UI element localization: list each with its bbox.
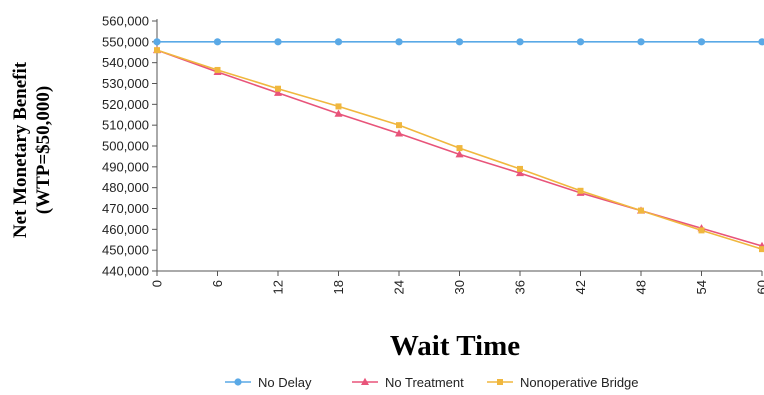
legend-swatch-marker — [497, 379, 503, 385]
data-point — [698, 227, 705, 234]
x-tick-label: 48 — [634, 280, 649, 294]
x-tick-label: 60 — [755, 280, 764, 294]
y-tick-label: 460,000 — [102, 222, 149, 237]
x-tick-label: 6 — [210, 280, 225, 287]
data-point — [396, 122, 402, 129]
y-tick-label: 490,000 — [102, 159, 149, 174]
y-axis-label-line-1: Net Monetary Benefit — [10, 61, 31, 238]
data-point — [576, 38, 585, 46]
data-point — [274, 88, 282, 96]
y-tick-label: 510,000 — [102, 118, 149, 133]
data-point — [577, 187, 584, 194]
x-tick-label: 36 — [513, 280, 528, 294]
y-tick-label: 550,000 — [102, 34, 149, 49]
data-point — [516, 168, 524, 177]
legend: No Delay No Treatment Nonoperative Bridge — [225, 375, 639, 390]
y-tick-label: 520,000 — [102, 97, 149, 112]
data-point — [213, 38, 222, 46]
data-point — [154, 47, 160, 54]
data-point — [214, 66, 221, 73]
legend-item: No Delay — [225, 375, 312, 390]
y-tick-label: 500,000 — [102, 139, 149, 154]
axes — [156, 19, 762, 272]
x-tick-label: 30 — [452, 280, 467, 294]
y-tick-label: 540,000 — [102, 55, 149, 70]
series-no-delay — [153, 38, 764, 46]
x-tick-label: 18 — [331, 280, 346, 294]
data-point — [274, 38, 282, 46]
x-tick-label: 54 — [694, 280, 709, 294]
x-axis-label: Wait Time — [390, 330, 520, 362]
data-point — [456, 145, 463, 152]
data-point — [455, 150, 464, 158]
data-point — [697, 38, 706, 46]
data-point — [758, 38, 764, 46]
data-point — [335, 103, 342, 110]
legend-item: Nonoperative Bridge — [487, 375, 639, 390]
legend-label: Nonoperative Bridge — [520, 375, 639, 390]
series-nonoperative-bridge — [154, 47, 764, 253]
y-tick-label: 480,000 — [102, 180, 149, 195]
legend-label: No Treatment — [385, 375, 464, 390]
y-tick-label: 530,000 — [102, 76, 149, 91]
data-point — [334, 109, 343, 117]
data-point — [516, 38, 524, 46]
x-tick-label: 12 — [271, 280, 286, 294]
data-point — [759, 246, 764, 253]
data-point — [334, 38, 343, 46]
y-axis-ticks: 440,000 450,000 460,000 470,000 480,000 490,0… — [102, 14, 157, 279]
x-tick-label: 0 — [150, 280, 165, 287]
x-tick-label: 42 — [573, 280, 588, 294]
data-point — [395, 38, 403, 46]
y-tick-label: 470,000 — [102, 201, 149, 216]
data-point — [153, 38, 161, 46]
data-point — [637, 38, 645, 46]
legend-item: No Treatment — [352, 375, 464, 390]
x-tick-label: 24 — [392, 280, 407, 294]
data-point — [275, 85, 281, 92]
legend-swatch-marker — [234, 378, 242, 386]
data-point — [395, 129, 403, 137]
x-axis-ticks: 0 6 12 18 24 30 36 42 48 54 60 — [150, 271, 764, 294]
legend-swatch-marker — [361, 377, 369, 385]
y-tick-label: 560,000 — [102, 14, 149, 29]
data-point — [638, 207, 644, 214]
data-point — [517, 165, 523, 172]
data-point — [455, 38, 464, 46]
y-tick-label: 450,000 — [102, 243, 149, 258]
series-group — [153, 38, 764, 253]
y-axis-label-line-2: (WTP=$50,000) — [33, 86, 54, 215]
y-tick-label: 440,000 — [102, 264, 149, 279]
legend-label: No Delay — [258, 375, 312, 390]
